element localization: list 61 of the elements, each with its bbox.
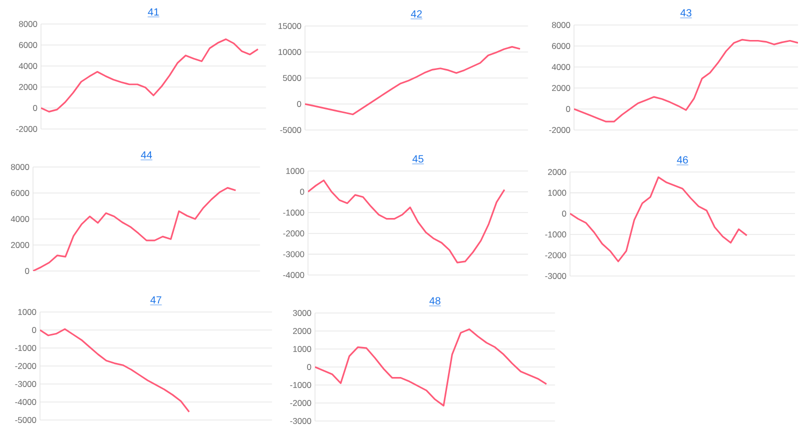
y-tick-label: 2000 xyxy=(11,242,30,248)
y-tick-label: -5000 xyxy=(15,417,36,423)
y-tick-label: -2000 xyxy=(283,230,304,236)
y-tick-label: -3000 xyxy=(15,381,36,387)
chart-title: 43 xyxy=(680,9,692,17)
y-tick-label: 0 xyxy=(562,210,566,217)
y-tick-label: 8000 xyxy=(552,22,570,28)
y-tick-label: 8000 xyxy=(19,21,38,27)
y-tick-label: 0 xyxy=(566,106,570,112)
y-tick-label: 6000 xyxy=(552,43,570,49)
y-tick-label: -4000 xyxy=(15,399,36,405)
y-tick-label: 1000 xyxy=(548,190,566,196)
chart-title: 41 xyxy=(148,8,159,16)
y-tick-label: 8000 xyxy=(11,164,30,170)
chart-title: 44 xyxy=(140,151,152,159)
y-tick-label: 5000 xyxy=(282,75,302,81)
line-series xyxy=(33,187,236,271)
chart-title: 47 xyxy=(150,296,162,304)
line-series xyxy=(315,328,548,406)
y-tick-label: 0 xyxy=(307,364,312,370)
chart-title: 45 xyxy=(412,155,424,163)
y-tick-label: 0 xyxy=(300,188,304,195)
y-tick-label: 10000 xyxy=(278,49,302,55)
y-tick-label: -2000 xyxy=(15,363,36,369)
y-tick-label: 2000 xyxy=(293,328,312,334)
y-tick-label: 4000 xyxy=(18,63,38,69)
y-tick-label: 15000 xyxy=(278,23,302,29)
y-tick-label: 2000 xyxy=(548,169,566,175)
y-tick-label: -2000 xyxy=(16,126,38,132)
y-tick-label: 6000 xyxy=(19,42,38,48)
y-tick-label: -1000 xyxy=(545,231,566,238)
y-tick-label: 3000 xyxy=(292,310,312,316)
y-tick-label: 2000 xyxy=(552,85,570,91)
y-tick-label: -1000 xyxy=(290,382,312,388)
line-series xyxy=(41,38,259,112)
y-tick-label: 6000 xyxy=(11,190,30,196)
chart-title: 46 xyxy=(676,156,688,164)
y-tick-label: -3000 xyxy=(283,251,304,258)
y-tick-label: -2000 xyxy=(545,252,566,258)
y-tick-label: -4000 xyxy=(283,272,304,278)
y-tick-label: 0 xyxy=(25,268,30,274)
y-tick-label: 2000 xyxy=(19,84,38,90)
y-tick-label: 4000 xyxy=(552,64,570,70)
y-tick-label: -2000 xyxy=(290,400,312,406)
y-tick-label: -5000 xyxy=(280,127,302,133)
chart-title: 42 xyxy=(410,10,422,18)
y-tick-label: 4000 xyxy=(10,216,30,222)
y-tick-label: 1000 xyxy=(293,346,312,352)
chart-title: 48 xyxy=(429,297,440,305)
y-tick-label: 0 xyxy=(32,327,36,333)
y-tick-label: -3000 xyxy=(545,273,566,279)
y-tick-label: -1000 xyxy=(15,345,36,351)
y-tick-label: -3000 xyxy=(290,418,312,424)
y-tick-label: 0 xyxy=(297,101,302,107)
y-tick-label: -2000 xyxy=(549,127,570,133)
line-series xyxy=(570,176,748,262)
y-tick-label: 1000 xyxy=(18,309,36,315)
y-tick-label: 0 xyxy=(33,105,38,111)
line-series xyxy=(308,180,506,264)
y-tick-label: -1000 xyxy=(283,210,304,216)
y-tick-label: 1000 xyxy=(286,168,304,174)
